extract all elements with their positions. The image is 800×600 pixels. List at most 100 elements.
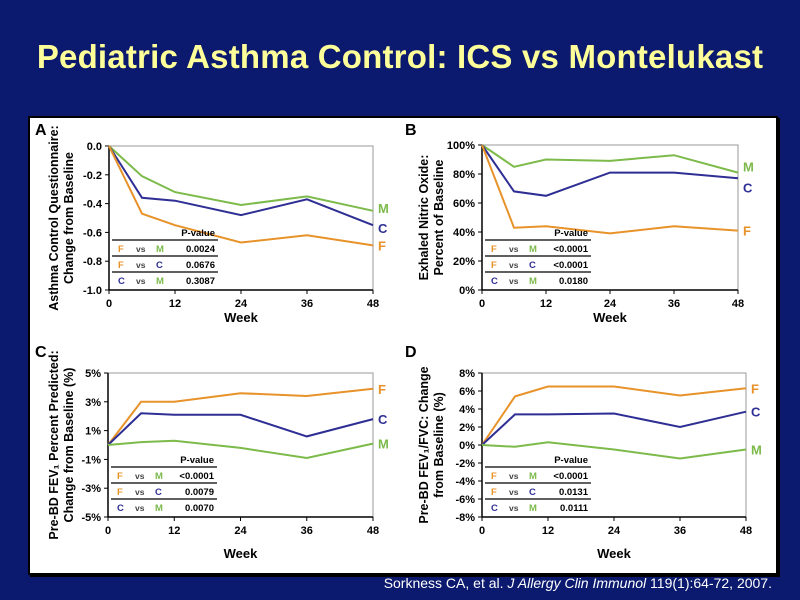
citation: Sorkness CA, et al. J Allergy Clin Immun… xyxy=(0,575,772,591)
y-tick-label: 0.0 xyxy=(87,141,102,153)
x-tick-label: 12 xyxy=(169,298,181,310)
pvalue: <0.0001 xyxy=(553,260,588,271)
x-tick-label: 24 xyxy=(234,525,247,537)
pvalue-table: P-value F vs M 0.0024 F vs C 0.0676 C vs M 0.3087 xyxy=(112,228,218,287)
y-axis-title: Asthma Control Questionnaire: xyxy=(47,125,61,310)
pvalue: 0.0131 xyxy=(559,487,589,498)
citation-details: 119(1):64-72, 2007. xyxy=(650,575,772,591)
x-axis-title: Week xyxy=(597,546,631,561)
plot-frame xyxy=(107,372,374,518)
group-b: M xyxy=(156,276,164,287)
y-tick-label: 60% xyxy=(453,198,475,210)
series-line-c xyxy=(108,145,374,227)
group-a: F xyxy=(118,244,124,255)
x-tick-label: 36 xyxy=(301,298,313,310)
y-tick-label: 1% xyxy=(85,426,101,438)
pvalue: <0.0001 xyxy=(553,471,588,482)
series-end-label: C xyxy=(378,412,388,427)
pvalue-table: P-value F vs M <0.0001 F vs C 0.0131 C vs M 0.0111 xyxy=(485,455,591,514)
series-line-m xyxy=(107,439,374,460)
x-tick-label: 0 xyxy=(479,298,485,310)
y-tick-label: 2% xyxy=(459,422,475,434)
y-tick-label: 80% xyxy=(453,169,475,181)
pvalue: <0.0001 xyxy=(179,471,214,482)
x-tick-label: 0 xyxy=(479,525,485,537)
y-tick-label: 5% xyxy=(85,368,101,380)
vs-label: vs xyxy=(135,503,145,513)
y-axis-title: Percent of Baseline xyxy=(432,159,446,275)
x-tick-label: 48 xyxy=(732,298,744,310)
group-a: C xyxy=(491,503,498,514)
panel-letter: A xyxy=(35,122,47,139)
pvalue: <0.0001 xyxy=(553,244,588,255)
panel-letter: B xyxy=(405,122,417,139)
series-line-f xyxy=(108,145,374,247)
group-b: M xyxy=(155,471,163,482)
series-end-label: M xyxy=(378,201,389,216)
series-end-label: F xyxy=(743,224,751,239)
group-b: M xyxy=(156,244,164,255)
chart-panel-c: C 5% 3% 1% -1% -3% -5% 0 12 24 36 48 Week Pre-BD FEV₁… xyxy=(35,344,389,561)
x-tick-label: 12 xyxy=(540,298,552,310)
series-line-c xyxy=(107,412,374,446)
y-axis-title: Pre-BD FEV₁/FVC: Change xyxy=(417,366,431,523)
y-tick-label: 3% xyxy=(85,397,101,409)
x-tick-label: 48 xyxy=(740,525,752,537)
pvalue: 0.0180 xyxy=(559,276,588,287)
series-end-label: F xyxy=(378,238,386,253)
y-tick-label: -1% xyxy=(81,454,101,466)
series-line-m xyxy=(481,441,747,460)
y-axis-title: from Baseline (%) xyxy=(432,392,446,498)
group-a: F xyxy=(118,260,124,271)
group-b: C xyxy=(529,487,536,498)
y-tick-label: -1.0 xyxy=(83,285,102,297)
group-a: C xyxy=(491,276,498,287)
vs-label: vs xyxy=(509,260,519,270)
x-axis-title: Week xyxy=(224,310,258,325)
vs-label: vs xyxy=(509,487,519,497)
pvalue: 0.0070 xyxy=(185,503,214,514)
group-b: M xyxy=(155,503,163,514)
group-a: F xyxy=(117,471,123,482)
x-tick-label: 0 xyxy=(105,525,111,537)
y-axis-title: Exhaled Nitric Oxide: xyxy=(417,155,431,281)
series-line-m xyxy=(481,144,739,174)
y-tick-label: -8% xyxy=(455,512,475,524)
y-tick-label: -0.4 xyxy=(83,199,103,211)
panel-letter: D xyxy=(405,344,417,361)
y-tick-label: -5% xyxy=(81,512,101,524)
vs-label: vs xyxy=(136,276,146,286)
series-end-label: M xyxy=(378,437,389,452)
y-tick-label: 8% xyxy=(459,368,475,380)
vs-label: vs xyxy=(509,471,519,481)
pvalue-header: P-value xyxy=(180,455,214,466)
y-tick-label: -0.6 xyxy=(83,227,102,239)
series-end-label: M xyxy=(751,443,762,458)
y-tick-label: -0.8 xyxy=(83,256,102,268)
x-tick-label: 24 xyxy=(608,525,621,537)
vs-label: vs xyxy=(509,503,519,513)
group-a: F xyxy=(491,487,497,498)
series-line-c xyxy=(481,144,739,197)
group-b: M xyxy=(529,503,537,514)
y-tick-label: -6% xyxy=(455,494,475,506)
series-end-label: C xyxy=(751,405,761,420)
group-a: F xyxy=(491,244,497,255)
chart-panel-b: B 100% 80% 60% 40% 20% 0% 0 12 24 36 48 Week Exhaled … xyxy=(405,122,754,325)
y-axis-title: Change from Baseline (%) xyxy=(62,368,76,523)
series-line-m xyxy=(108,145,374,212)
citation-journal: J Allergy Clin Immunol xyxy=(507,575,647,591)
x-tick-label: 24 xyxy=(604,298,617,310)
pvalue: 0.0676 xyxy=(186,260,215,271)
y-axis-title: Change from Baseline xyxy=(62,152,76,284)
group-b: C xyxy=(156,260,163,271)
pvalue-header: P-value xyxy=(554,455,588,466)
pvalue-header: P-value xyxy=(181,228,215,239)
pvalue: 0.0079 xyxy=(185,487,214,498)
group-a: C xyxy=(118,276,125,287)
series-end-label: F xyxy=(751,381,759,396)
group-b: M xyxy=(529,276,537,287)
group-b: M xyxy=(529,471,537,482)
group-a: F xyxy=(491,471,497,482)
